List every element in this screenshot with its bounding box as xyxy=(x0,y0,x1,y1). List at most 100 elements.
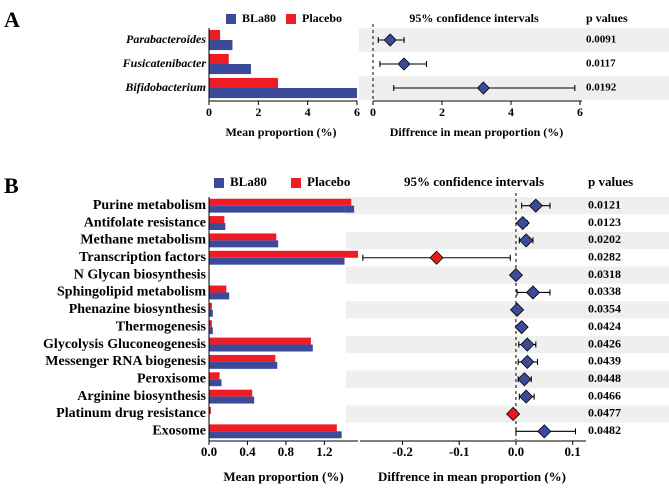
ci-estimate-diamond xyxy=(517,372,532,387)
bar-placebo xyxy=(209,354,276,362)
ci-estimate-diamond xyxy=(429,250,444,265)
bar-bla80 xyxy=(209,40,233,51)
legend-swatch-placebo xyxy=(291,178,301,188)
panel-label: B xyxy=(4,173,19,198)
p-value: 0.0477 xyxy=(588,406,621,420)
bar-placebo xyxy=(209,250,358,258)
ci-x-tick-label: 0 xyxy=(370,105,376,119)
row-stripe xyxy=(346,197,669,215)
bar-bla80 xyxy=(209,431,342,439)
ci-x-tick-label: 6 xyxy=(577,105,583,119)
bar-bla80 xyxy=(209,379,222,387)
category-label: Antifolate resistance xyxy=(84,215,206,230)
bar-placebo xyxy=(209,233,277,241)
bar-placebo xyxy=(209,424,337,432)
bar-bla80 xyxy=(209,223,226,230)
category-label: Purine metabolism xyxy=(93,198,206,213)
ci-estimate-diamond xyxy=(519,389,534,404)
bar-x-tick-label: 2 xyxy=(255,105,261,119)
bar-placebo xyxy=(209,285,227,293)
bar-placebo xyxy=(209,372,220,380)
bar-placebo xyxy=(209,337,311,345)
bar-bla80 xyxy=(209,205,355,213)
category-label: N Glycan biosynthesis xyxy=(74,267,207,282)
legend-label-bla80: BLa80 xyxy=(230,174,267,189)
bar-x-tick-label: 0 xyxy=(206,105,212,119)
bar-x-axis-label: Mean proportion (%) xyxy=(223,469,343,484)
ci-estimate-diamond xyxy=(508,268,524,283)
category-label: Phenazine biosynthesis xyxy=(69,302,207,317)
ci-estimate-diamond xyxy=(528,198,543,213)
legend-label-bla80: BLa80 xyxy=(242,11,276,25)
row-stripe xyxy=(346,370,669,388)
bar-x-tick-label: 0.0 xyxy=(201,444,217,459)
category-label: Sphingolipid metabolism xyxy=(57,285,206,300)
p-value: 0.0282 xyxy=(588,250,621,264)
category-label: Platinum drug resistance xyxy=(56,406,206,421)
p-value: 0.0192 xyxy=(586,82,617,94)
bar-bla80 xyxy=(209,257,345,265)
ci-x-tick-label: -0.2 xyxy=(392,444,413,459)
bar-x-tick-label: 0.8 xyxy=(278,444,295,459)
ci-estimate-diamond xyxy=(514,320,529,335)
bar-bla80 xyxy=(209,309,213,317)
category-label: Exosome xyxy=(152,424,206,439)
p-value: 0.0482 xyxy=(588,423,621,437)
p-value: 0.0338 xyxy=(588,284,621,298)
p-value: 0.0121 xyxy=(588,197,621,211)
row-stripe xyxy=(346,231,669,250)
p-value: 0.0202 xyxy=(588,232,621,246)
legend-label-placebo: Placebo xyxy=(307,174,350,189)
ci-estimate-diamond xyxy=(519,233,534,248)
bar-x-tick-label: 1.2 xyxy=(316,444,332,459)
bar-placebo xyxy=(209,407,211,414)
pvalues-title: p values xyxy=(588,174,633,189)
bar-x-tick-label: 6 xyxy=(354,105,360,119)
bar-bla80 xyxy=(209,344,313,352)
ci-title: 95% confidence intervals xyxy=(404,174,544,189)
ci-x-tick-label: 0.0 xyxy=(508,444,524,459)
bar-bla80 xyxy=(209,361,278,369)
category-label: Thermogenesis xyxy=(116,319,207,334)
ci-x-tick-label: 2 xyxy=(439,105,445,119)
category-label: Messenger RNA biogenesis xyxy=(45,354,206,369)
legend-swatch-placebo xyxy=(286,14,296,24)
ci-title: 95% confidence intervals xyxy=(409,11,539,25)
legend-swatch-bla80 xyxy=(226,14,236,24)
row-stripe xyxy=(346,266,669,284)
ci-estimate-diamond xyxy=(510,302,525,317)
p-value: 0.0354 xyxy=(588,302,621,316)
bar-placebo xyxy=(209,53,229,64)
bar-placebo xyxy=(209,77,279,88)
panel-label: A xyxy=(4,7,20,32)
p-value: 0.0117 xyxy=(586,58,616,70)
p-value: 0.0091 xyxy=(586,34,616,46)
bar-placebo xyxy=(209,216,225,224)
bar-bla80 xyxy=(209,327,213,335)
pvalues-title: p values xyxy=(586,11,628,25)
ci-x-tick-label: -0.1 xyxy=(449,444,470,459)
category-label: Parabacteroides xyxy=(126,32,206,46)
category-label: Bifidobacterium xyxy=(124,80,206,94)
ci-estimate-diamond xyxy=(525,285,541,300)
bar-bla80 xyxy=(209,88,357,99)
ci-estimate-diamond xyxy=(383,33,397,47)
ci-estimate-diamond xyxy=(515,215,530,231)
p-value: 0.0424 xyxy=(588,319,621,333)
bar-placebo xyxy=(209,29,221,40)
ci-x-axis-label: Diffrence in mean proportion (%) xyxy=(378,469,566,484)
ci-estimate-diamond xyxy=(537,424,552,439)
category-label: Transcription factors xyxy=(79,250,206,265)
ci-x-axis-label: Diffrence in mean proportion (%) xyxy=(390,125,564,139)
ci-estimate-diamond xyxy=(397,57,411,71)
category-label: Arginine biosynthesis xyxy=(77,389,206,404)
ci-estimate-diamond xyxy=(506,406,521,422)
bar-x-tick-label: 0.4 xyxy=(239,444,256,459)
ci-x-tick-label: 4 xyxy=(508,105,514,119)
row-stripe xyxy=(359,28,669,52)
p-value: 0.0123 xyxy=(588,215,621,229)
p-value: 0.0318 xyxy=(588,267,621,281)
p-value: 0.0439 xyxy=(588,354,621,368)
bar-placebo xyxy=(209,320,212,328)
